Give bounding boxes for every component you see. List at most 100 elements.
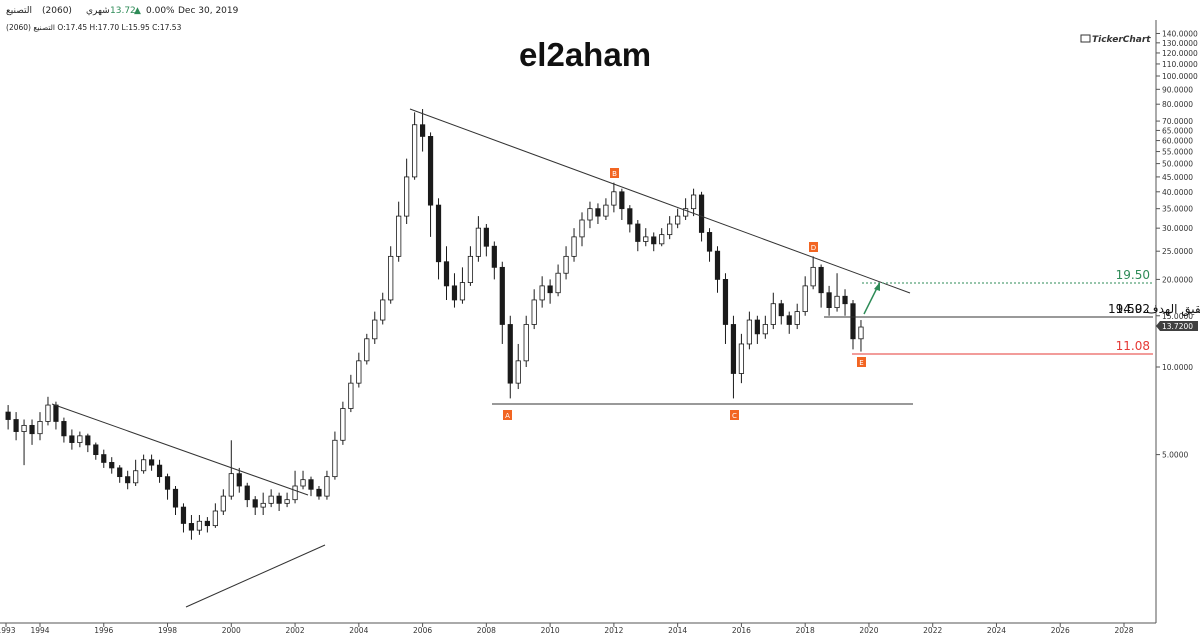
tickerchart-logo-icon	[1080, 34, 1091, 43]
candle-body	[659, 234, 665, 245]
candle-body	[698, 194, 705, 233]
x-tick-label: 2014	[668, 626, 687, 635]
candle-body	[802, 285, 808, 313]
candle-body	[228, 473, 234, 497]
y-tick-label: 5.0000	[1162, 451, 1188, 460]
x-tick-label: 2028	[1114, 626, 1133, 635]
candle-body	[459, 282, 466, 301]
candle-body	[308, 479, 314, 490]
candle-body	[172, 488, 179, 508]
candle-body	[627, 208, 633, 225]
candle-body	[141, 459, 147, 472]
last-price: 13.72	[110, 6, 136, 16]
x-tick-label: 2016	[732, 626, 751, 635]
y-tick-label: 35.0000	[1162, 205, 1193, 214]
candle-body	[53, 404, 59, 422]
point-label-c-text: C	[732, 412, 737, 420]
x-tick-label: 2018	[796, 626, 815, 635]
point-label-a[interactable]: A	[503, 410, 512, 420]
symbol-name: التصنيع	[6, 6, 32, 16]
y-tick-label: 70.0000	[1162, 117, 1193, 126]
header-date: Dec 30, 2019	[178, 6, 239, 16]
candle-body	[483, 227, 489, 247]
x-tick-label: 2006	[413, 626, 432, 635]
target-arrow-icon	[874, 282, 880, 291]
candle-body	[13, 419, 19, 432]
candle-body	[196, 520, 203, 531]
chart-title: el2aham	[519, 36, 651, 73]
point-label-b[interactable]: B	[610, 168, 619, 178]
candle-body	[156, 464, 163, 478]
candle-body	[746, 319, 752, 345]
point-label-d[interactable]: D	[809, 242, 818, 252]
candle-body	[372, 319, 378, 340]
change-percent: 0.00%	[146, 6, 175, 16]
candle-body	[148, 459, 155, 466]
y-tick-label: 65.0000	[1162, 126, 1193, 135]
x-tick-label: 2010	[541, 626, 560, 635]
candle-body	[404, 176, 410, 217]
candle-body	[858, 326, 864, 340]
x-tick-label: 1993	[0, 626, 16, 635]
ohlc-readout: التصنيع (2060) O:17.45 H:17.70 L:15.95 C…	[6, 23, 182, 32]
point-label-a-text: A	[505, 412, 510, 420]
x-tick-label: 2008	[477, 626, 496, 635]
candle-body	[284, 499, 290, 504]
candle-body	[93, 444, 99, 455]
y-tick-label: 120.0000	[1162, 49, 1198, 58]
candle-body	[316, 488, 322, 497]
candle-body	[451, 285, 458, 301]
up-arrow-icon: ▲	[134, 6, 141, 16]
candles-layer	[5, 109, 864, 540]
candle-body	[356, 360, 362, 384]
y-tick-label: 20.0000	[1162, 275, 1193, 284]
candle-body	[435, 204, 442, 263]
candle-body	[412, 124, 418, 178]
candle-body	[109, 462, 115, 469]
main-resistance-line[interactable]	[409, 108, 911, 294]
y-tick-label: 130.0000	[1162, 39, 1198, 48]
candle-body	[667, 223, 673, 236]
candle-body	[467, 255, 474, 283]
point-label-e-text: E	[859, 359, 863, 367]
candle-body	[690, 194, 697, 210]
candle-body	[276, 495, 282, 504]
candle-body	[531, 299, 537, 325]
candle-body	[651, 236, 657, 245]
candle-body	[778, 303, 784, 317]
candle-body	[818, 266, 824, 294]
candle-body	[730, 324, 737, 374]
candle-body	[770, 303, 776, 325]
y-tick-label: 40.0000	[1162, 188, 1193, 197]
point-label-e[interactable]: E	[857, 357, 866, 367]
candle-body	[587, 208, 593, 221]
chart-period: شهري	[86, 6, 110, 16]
candle-body	[523, 324, 529, 362]
early-triangle-lower-line[interactable]	[185, 544, 326, 608]
stop-value-label: 11.08	[1116, 339, 1150, 353]
x-tick-label: 2026	[1051, 626, 1070, 635]
y-tick-label: 10.0000	[1162, 363, 1193, 372]
candle-body	[706, 232, 713, 252]
candle-body	[324, 476, 330, 497]
candle-body	[61, 421, 67, 437]
candle-body	[212, 510, 218, 527]
candle-body	[77, 435, 83, 443]
candle-body	[260, 502, 266, 508]
x-axis-ticks: 1993 1994 1996 1998 2000 2002 2004 2006 2008 2010…	[0, 623, 1134, 635]
candle-body	[786, 315, 792, 325]
y-tick-label: 50.0000	[1162, 160, 1193, 169]
x-tick-label: 2000	[222, 626, 241, 635]
point-label-c[interactable]: C	[730, 410, 739, 420]
candle-body	[300, 479, 306, 487]
candle-body	[499, 266, 505, 325]
candle-body	[364, 338, 370, 362]
early-triangle-upper-line[interactable]	[51, 403, 309, 496]
candle-body	[515, 360, 521, 384]
candle-body	[252, 499, 258, 508]
x-tick-label: 1994	[30, 626, 49, 635]
x-tick-label: 2002	[286, 626, 305, 635]
candle-body	[754, 319, 760, 335]
